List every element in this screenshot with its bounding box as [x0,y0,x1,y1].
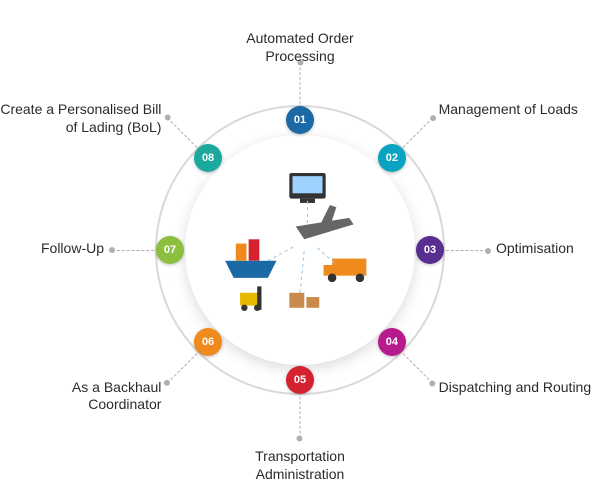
node-02: 02 [378,144,406,172]
node-03: 03 [416,236,444,264]
node-05: 05 [286,366,314,394]
node-08: 08 [194,144,222,172]
connector-01 [300,63,301,105]
label-08: Create a Personalised Bill of Lading (Bo… [0,101,161,136]
node-01: 01 [286,106,314,134]
label-02: Management of Loads [439,101,578,119]
label-03: Optimisation [496,240,574,258]
label-04: Dispatching and Routing [439,379,592,397]
label-07: Follow-Up [41,240,104,258]
connector-04 [403,353,433,383]
center-illustration [193,143,407,357]
node-06: 06 [194,328,222,356]
connector-03 [446,250,488,251]
connector-02 [403,117,433,147]
node-07: 07 [156,236,184,264]
logistics-icons [193,143,407,357]
node-04: 04 [378,328,406,356]
connector-06 [167,353,197,383]
label-05: Transportation Administration [210,448,390,483]
connector-05 [300,397,301,439]
label-01: Automated Order Processing [210,30,390,65]
label-06: As a Backhaul Coordinator [0,379,161,414]
diagram-stage: 01 Automated Order Processing 02 Management… [0,0,600,500]
connector-07 [112,250,154,251]
